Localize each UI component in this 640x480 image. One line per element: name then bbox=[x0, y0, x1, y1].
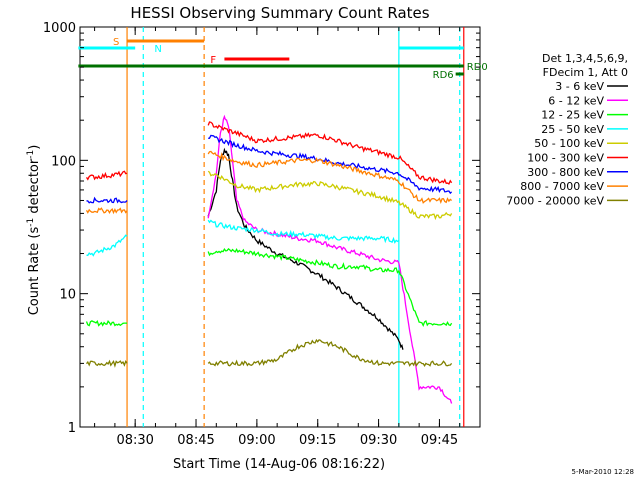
x-tick-label: 09:00 bbox=[238, 433, 275, 448]
axis-ticks: 1 10 100 1000 08:30 08:45 09:00 09:15 09:30 09:45 bbox=[43, 21, 480, 448]
vertical-markers bbox=[126, 27, 465, 427]
series-line bbox=[207, 150, 453, 205]
footer-timestamp: 5-Mar-2010 12:28 bbox=[572, 468, 634, 476]
legend-label: 100 - 300 keV bbox=[527, 152, 604, 165]
x-tick-label: 09:30 bbox=[360, 433, 397, 448]
legend-label: 800 - 7000 keV bbox=[520, 180, 604, 193]
series-line bbox=[85, 359, 128, 368]
series-line bbox=[85, 170, 128, 181]
flag-label: F bbox=[210, 55, 216, 66]
y-tick-label: 1000 bbox=[43, 21, 76, 36]
series-line bbox=[207, 114, 453, 404]
y-tick-label: 100 bbox=[51, 154, 76, 169]
legend-header-1: Det 1,3,4,5,6,9, bbox=[542, 52, 628, 65]
legend-label: 12 - 25 keV bbox=[541, 109, 604, 122]
legend-label: 300 - 800 keV bbox=[527, 166, 604, 179]
plot-border bbox=[79, 26, 481, 428]
x-tick-label: 08:30 bbox=[116, 433, 153, 448]
legend-label: 7000 - 20000 keV bbox=[506, 194, 604, 207]
series-line bbox=[86, 196, 128, 204]
data-series bbox=[85, 114, 453, 404]
series-line bbox=[85, 319, 128, 327]
x-tick-label: 08:45 bbox=[177, 433, 214, 448]
legend-header-2: FDecim 1, Att 0 bbox=[543, 66, 628, 79]
legend-label: 50 - 100 keV bbox=[534, 137, 604, 150]
y-axis-label: Count Rate (s-1 detector-1) bbox=[26, 145, 42, 316]
flag-label: RD6 bbox=[433, 70, 454, 81]
legend-label: 6 - 12 keV bbox=[548, 94, 604, 107]
series-line bbox=[207, 248, 453, 327]
legend-label: 3 - 6 keV bbox=[555, 80, 604, 93]
legend: Det 1,3,4,5,6,9, FDecim 1, Att 0 3 - 6 k… bbox=[506, 52, 628, 207]
series-line bbox=[207, 147, 404, 350]
series-line bbox=[207, 219, 400, 244]
series-line bbox=[85, 207, 128, 215]
x-axis-label: Start Time (14-Aug-06 08:16:22) bbox=[173, 457, 385, 472]
plot-frame bbox=[79, 26, 481, 428]
flag-label: S bbox=[113, 37, 119, 48]
y-tick-label: 10 bbox=[59, 288, 76, 303]
flag-label: N bbox=[154, 44, 161, 55]
series-line bbox=[207, 170, 453, 221]
series-line bbox=[207, 121, 453, 185]
x-tick-label: 09:15 bbox=[299, 433, 336, 448]
series-line bbox=[207, 338, 453, 367]
y-tick-label: 1 bbox=[68, 421, 76, 436]
series-line bbox=[86, 234, 128, 257]
chart-title: HESSI Observing Summary Count Rates bbox=[130, 4, 429, 22]
x-tick-label: 09:45 bbox=[421, 433, 458, 448]
legend-label: 25 - 50 keV bbox=[541, 123, 604, 136]
